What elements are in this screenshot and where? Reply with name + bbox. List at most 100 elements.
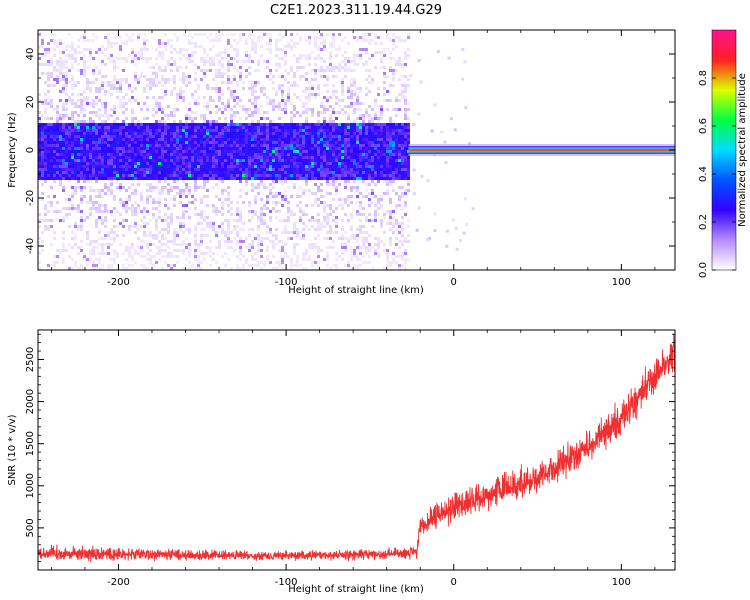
spectrogram-cell: [68, 123, 71, 126]
spectrogram-cell: [110, 45, 113, 48]
spectrogram-cell: [68, 174, 71, 177]
spectrogram-cell: [374, 123, 377, 126]
spectrogram-cell: [287, 42, 290, 45]
spectrogram-cell: [158, 120, 161, 123]
spectrogram-cell: [194, 141, 197, 144]
spectrogram-cell: [113, 111, 116, 114]
spectrogram-cell: [287, 156, 290, 159]
spectrogram-cell: [197, 132, 200, 135]
spectrogram-cell: [341, 204, 344, 207]
spectrogram-cell: [65, 135, 68, 138]
spectrogram-cell: [125, 249, 128, 252]
spectrogram-cell: [347, 96, 350, 99]
spectrogram-cell: [266, 123, 269, 126]
spectrogram-cell: [374, 156, 377, 159]
spectrogram-cell: [143, 264, 146, 267]
spectrogram-cell: [125, 150, 128, 153]
spectrogram-cell: [398, 165, 401, 168]
spectrogram-cell: [227, 129, 230, 132]
spectrogram-cell: [260, 45, 263, 48]
spectrogram-cell: [383, 174, 386, 177]
spectrogram-cell: [341, 177, 344, 180]
spectrogram-cell: [221, 33, 224, 36]
spectrogram-cell: [53, 123, 56, 126]
spectrogram-cell: [305, 117, 308, 120]
spectrogram-cell: [113, 78, 116, 81]
spectrogram-cell: [80, 144, 83, 147]
spectrogram-cell: [332, 84, 335, 87]
spectrogram-cell: [152, 159, 155, 162]
spectrogram-cell: [392, 189, 395, 192]
spectrogram-cell: [359, 219, 362, 222]
spectrogram-cell: [266, 129, 269, 132]
spectrogram-cell: [191, 42, 194, 45]
spectrogram-cell: [356, 108, 359, 111]
spectrogram-cell: [290, 213, 293, 216]
spectrogram-cell: [398, 231, 401, 234]
spectrogram-cell: [137, 147, 140, 150]
spectrogram-cell: [386, 261, 389, 264]
spectrogram-cell: [290, 237, 293, 240]
spectrogram-cell: [119, 177, 122, 180]
spectrogram-cell: [233, 39, 236, 42]
spectrogram-cell: [62, 105, 65, 108]
spectrogram-cell: [194, 99, 197, 102]
spectrogram-cell: [287, 45, 290, 48]
spectrogram-cell: [185, 75, 188, 78]
spectrogram-cell: [398, 60, 401, 63]
spectrogram-cell: [182, 153, 185, 156]
spectrogram-cell: [308, 63, 311, 66]
spectrogram-cell: [65, 249, 68, 252]
spectrogram-cell: [266, 159, 269, 162]
spectrogram-cell: [398, 264, 401, 267]
spectrogram-cell: [98, 237, 101, 240]
spectrogram-cell: [257, 240, 260, 243]
spectrogram-cell: [392, 174, 395, 177]
spectrogram-cell: [221, 123, 224, 126]
spectrogram-cell: [104, 234, 107, 237]
spectrogram-cell: [227, 87, 230, 90]
spectrogram-cell: [209, 96, 212, 99]
spectrogram-cell: [329, 207, 332, 210]
spectrogram-cell: [245, 132, 248, 135]
spectrogram-cell: [107, 132, 110, 135]
spectrogram-cell: [203, 123, 206, 126]
spectrogram-cell: [305, 144, 308, 147]
spectrogram-cell: [101, 195, 104, 198]
spectrogram-cell: [164, 237, 167, 240]
spectrogram-cell: [218, 33, 221, 36]
spectrogram-cell: [356, 36, 359, 39]
spectrogram-cell: [338, 153, 341, 156]
spectrogram-cell: [137, 123, 140, 126]
spectrogram-cell: [194, 126, 197, 129]
spectrogram-cell: [266, 96, 269, 99]
spectrogram-cell: [398, 156, 401, 159]
spectrogram-cell: [188, 39, 191, 42]
spectrogram-cell: [284, 147, 287, 150]
spectrogram-cell: [188, 42, 191, 45]
spectrogram-cell: [230, 177, 233, 180]
spectrogram-cell: [59, 252, 62, 255]
spectrogram-cell: [257, 177, 260, 180]
spectrogram-cell: [47, 135, 50, 138]
spectrogram-cell: [377, 150, 380, 153]
spectrogram-cell: [41, 39, 44, 42]
spectrogram-cell: [404, 114, 407, 117]
spectrogram-cell: [83, 66, 86, 69]
spectrogram-cell: [239, 156, 242, 159]
spectrogram-cell: [176, 168, 179, 171]
spectrogram-cell: [212, 141, 215, 144]
spectrogram-cell: [257, 138, 260, 141]
spectrogram-cell: [173, 240, 176, 243]
spectrogram-cell: [80, 168, 83, 171]
spectrogram-cell: [56, 78, 59, 81]
spectrogram-cell: [242, 222, 245, 225]
spectrogram-cell: [86, 138, 89, 141]
spectrogram-cell: [83, 255, 86, 258]
spectrogram-cell: [278, 264, 281, 267]
spectrogram-cell: [257, 120, 260, 123]
spectrogram-cell: [380, 114, 383, 117]
spectrogram-cell: [374, 129, 377, 132]
spectrogram-cell: [380, 144, 383, 147]
spectrogram-cell: [86, 264, 89, 267]
